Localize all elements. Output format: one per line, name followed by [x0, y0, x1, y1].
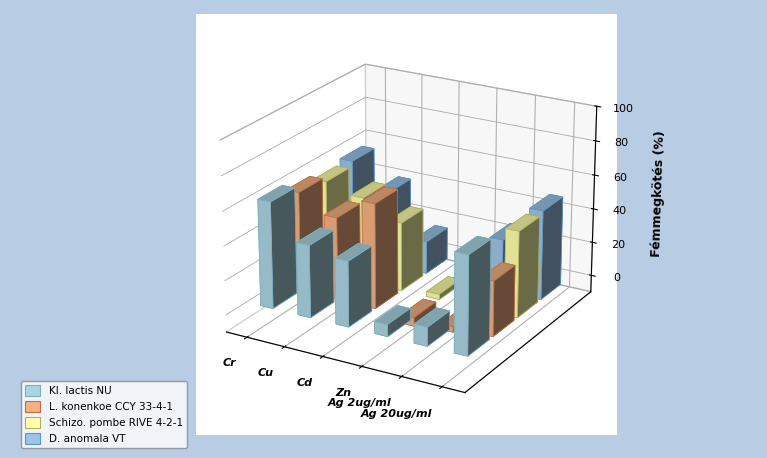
Legend: Kl. lactis NU, L. konenkoe CCY 33-4-1, Schizo. pombe RIVE 4-2-1, D. anomala VT: Kl. lactis NU, L. konenkoe CCY 33-4-1, S…	[21, 381, 187, 448]
